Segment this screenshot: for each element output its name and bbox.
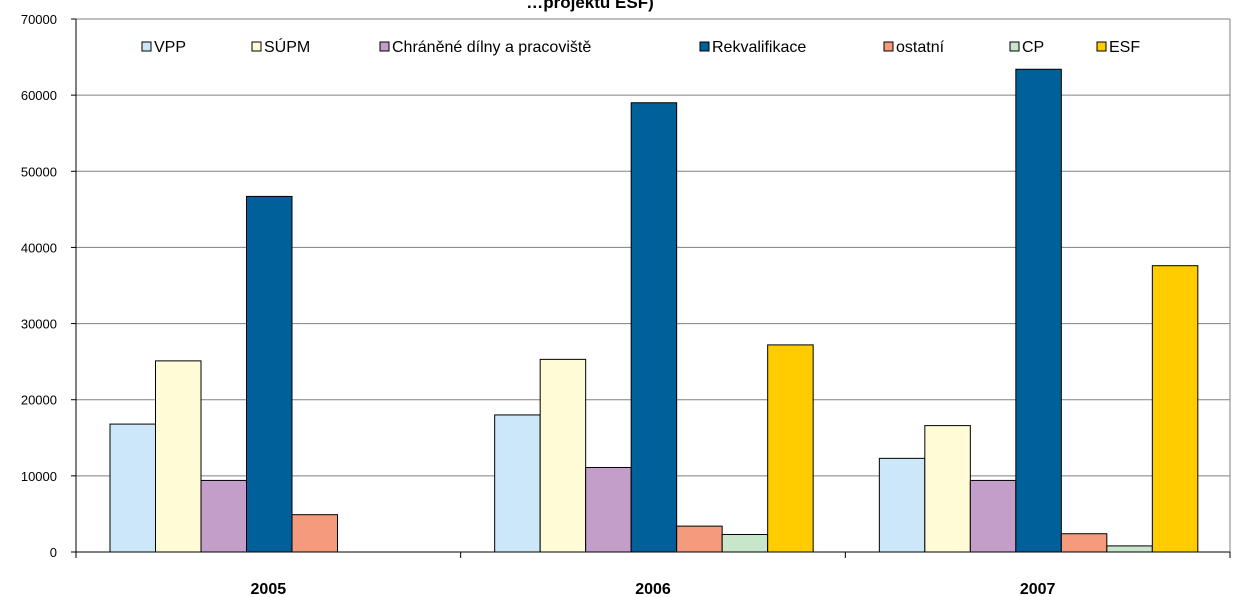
legend-item: VPP	[141, 39, 186, 56]
bar	[1151, 265, 1199, 553]
y-tick-label: 20000	[21, 393, 57, 408]
legend-item: Chráněné dílny a pracoviště	[379, 39, 591, 56]
bar	[585, 466, 632, 553]
y-tick-label: 60000	[21, 88, 57, 103]
legend-item: Rekvalifikace	[699, 39, 806, 56]
bar	[1106, 545, 1153, 553]
bar	[155, 360, 202, 553]
bar	[767, 344, 814, 553]
y-axis: 0 10000 20000 30000 40000 50000 60000 70000	[21, 12, 77, 560]
legend: VPP SÚPM Chráněné dílny a pracoviště Rekval…	[141, 37, 1140, 56]
legend-label: SÚPM	[264, 37, 310, 56]
legend-swatch	[699, 41, 710, 52]
bar	[969, 479, 1017, 553]
legend-label: CP	[1022, 39, 1044, 56]
bar	[494, 414, 541, 553]
bar	[539, 358, 587, 553]
legend-label: ESF	[1109, 39, 1140, 56]
y-tick-label: 40000	[21, 240, 57, 255]
bar	[200, 479, 247, 553]
bar	[878, 457, 926, 553]
legend-swatch	[1096, 41, 1107, 52]
legend-item: CP	[1009, 39, 1044, 56]
legend-label: Chráněné dílny a pracoviště	[392, 39, 591, 56]
bar	[109, 423, 156, 553]
bar	[924, 425, 971, 553]
bar	[676, 525, 723, 553]
x-axis: 2005 2006 2007	[75, 551, 1231, 597]
bar	[291, 514, 338, 553]
legend-swatch	[141, 41, 152, 52]
legend-label: VPP	[154, 39, 186, 56]
x-tick-label: 2005	[251, 581, 287, 597]
bar	[246, 195, 293, 553]
legend-item: ostatní	[883, 39, 945, 56]
legend-label: Rekvalifikace	[712, 39, 806, 56]
chart-title: …projektů ESF)	[526, 0, 654, 12]
bars	[109, 68, 1199, 553]
legend-swatch	[379, 41, 390, 52]
legend-label: ostatní	[896, 39, 945, 56]
bar	[630, 102, 678, 553]
x-tick-label: 2007	[1020, 581, 1056, 597]
legend-swatch	[251, 41, 262, 52]
bar	[1015, 68, 1062, 553]
legend-item: SÚPM	[251, 37, 310, 56]
y-tick-label: 0	[50, 545, 57, 560]
x-tick-label: 2006	[635, 581, 671, 597]
legend-swatch	[883, 41, 894, 52]
y-tick-label: 30000	[21, 317, 57, 332]
y-tick-label: 70000	[21, 12, 57, 27]
legend-item: ESF	[1096, 39, 1140, 56]
bar	[721, 533, 769, 553]
bar	[1060, 533, 1108, 553]
y-tick-label: 10000	[21, 469, 57, 484]
legend-swatch	[1009, 41, 1020, 52]
y-tick-label: 50000	[21, 164, 57, 179]
